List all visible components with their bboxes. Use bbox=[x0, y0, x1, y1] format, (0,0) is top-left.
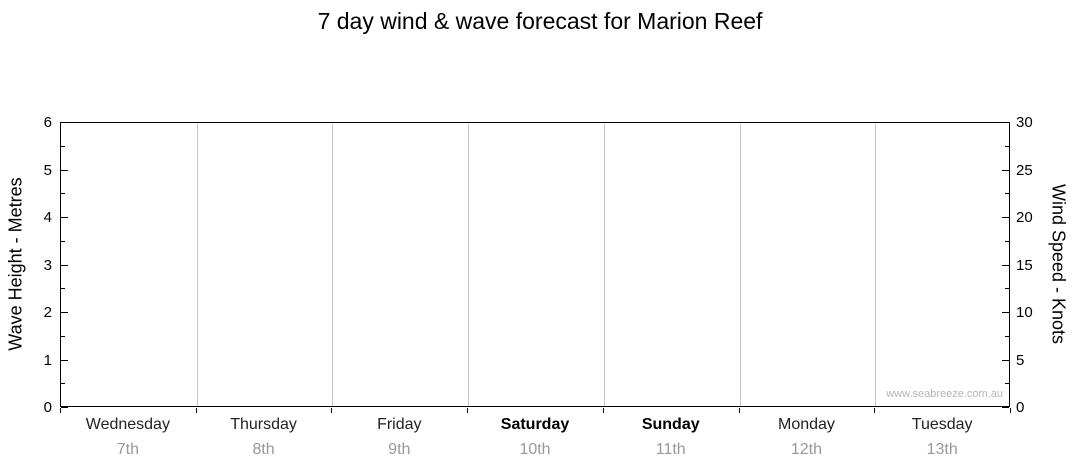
left-axis-tick bbox=[61, 288, 65, 289]
left-axis-tick bbox=[61, 122, 68, 123]
day-boundary-gridline bbox=[468, 123, 470, 406]
left-axis-tick-label: 3 bbox=[43, 257, 52, 274]
left-axis-tick bbox=[61, 312, 68, 313]
day-name-label: Tuesday bbox=[911, 416, 973, 433]
right-axis-tick bbox=[1005, 336, 1009, 337]
day-name-label: Wednesday bbox=[85, 416, 170, 433]
day-name-label: Thursday bbox=[230, 416, 297, 433]
right-axis-tick-label: 15 bbox=[1016, 257, 1033, 274]
day-date-label: 8th bbox=[252, 441, 275, 458]
x-axis-tick bbox=[874, 408, 876, 413]
x-axis-tick bbox=[467, 408, 469, 413]
right-axis-tick bbox=[1002, 312, 1009, 313]
left-axis-tick-label: 1 bbox=[43, 352, 52, 369]
right-axis-tick bbox=[1005, 241, 1009, 242]
day-label: Sunday 11th bbox=[603, 416, 739, 459]
left-axis-tick bbox=[61, 170, 68, 171]
left-axis-tick-label: 5 bbox=[43, 162, 52, 179]
right-axis-tick bbox=[1002, 360, 1009, 361]
right-axis-tick-label: 5 bbox=[1016, 352, 1025, 369]
right-axis-tick-label: 0 bbox=[1016, 399, 1025, 416]
day-name-label: Monday bbox=[777, 416, 835, 433]
right-axis-tick bbox=[1002, 170, 1009, 171]
x-axis-tick bbox=[60, 408, 61, 413]
day-label: Thursday 8th bbox=[196, 416, 332, 459]
right-axis-tick bbox=[1005, 146, 1009, 147]
day-date-label: 9th bbox=[388, 441, 411, 458]
day-date-label: 10th bbox=[519, 441, 551, 458]
right-axis-tick bbox=[1005, 288, 1009, 289]
right-axis-tick-label: 20 bbox=[1016, 209, 1033, 226]
day-date-label: 12th bbox=[790, 441, 823, 458]
day-boundary-gridline bbox=[332, 123, 334, 406]
left-axis-tick bbox=[61, 336, 65, 337]
x-axis-tick bbox=[195, 408, 197, 413]
day-date-label: 13th bbox=[926, 441, 958, 458]
day-label: Saturday 10th bbox=[467, 416, 603, 459]
day-label: Friday 9th bbox=[331, 416, 467, 459]
x-axis-tick bbox=[1010, 408, 1011, 413]
x-axis-day-labels: Wednesday 7th Thursday 8th Friday 9th Saturday… bbox=[60, 416, 1010, 459]
left-axis-tick bbox=[61, 241, 65, 242]
left-axis-tick bbox=[61, 407, 68, 408]
right-axis-tick bbox=[1005, 193, 1009, 194]
x-axis-tick bbox=[331, 408, 333, 413]
right-axis-tick-label: 10 bbox=[1016, 304, 1033, 321]
day-name-label: Saturday bbox=[500, 416, 570, 433]
day-label: Monday 12th bbox=[739, 416, 875, 459]
day-name-label: Sunday bbox=[641, 416, 700, 433]
left-axis-tick-label: 6 bbox=[43, 114, 52, 131]
day-boundary-gridline bbox=[603, 123, 605, 406]
day-date-label: 11th bbox=[655, 441, 686, 458]
right-axis-tick bbox=[1002, 265, 1009, 266]
chart-title: 7 day wind & wave forecast for Marion Re… bbox=[317, 8, 763, 34]
left-axis-tick bbox=[61, 265, 68, 266]
day-boundary-gridline bbox=[739, 123, 741, 406]
day-boundary-gridline bbox=[196, 123, 198, 406]
x-axis-tick bbox=[602, 408, 604, 413]
left-axis-tick-label: 4 bbox=[43, 209, 52, 226]
x-axis-tick bbox=[738, 408, 740, 413]
day-boundary-gridline bbox=[875, 123, 877, 406]
left-axis-tick bbox=[61, 193, 65, 194]
right-axis-tick-label: 25 bbox=[1016, 162, 1033, 179]
day-label: Wednesday 7th bbox=[60, 416, 196, 459]
right-axis-tick-label: 30 bbox=[1016, 114, 1033, 131]
left-axis-tick bbox=[61, 360, 68, 361]
left-axis-tick-label: 0 bbox=[43, 399, 52, 416]
right-axis-tick bbox=[1005, 383, 1009, 384]
day-name-label: Friday bbox=[377, 416, 422, 433]
watermark-text: www.seabreeze.com.au bbox=[886, 388, 1003, 400]
left-axis-tick-label: 2 bbox=[43, 304, 52, 321]
left-axis-tick bbox=[61, 146, 65, 147]
left-axis-tick bbox=[61, 217, 68, 218]
plot-area: www.seabreeze.com.au bbox=[60, 122, 1010, 407]
right-axis-tick bbox=[1002, 407, 1009, 408]
day-label: Tuesday 13th bbox=[874, 416, 1010, 459]
right-axis-tick bbox=[1002, 122, 1009, 123]
left-axis-tick bbox=[61, 383, 65, 384]
day-date-label: 7th bbox=[116, 441, 139, 458]
right-axis-tick bbox=[1002, 217, 1009, 218]
